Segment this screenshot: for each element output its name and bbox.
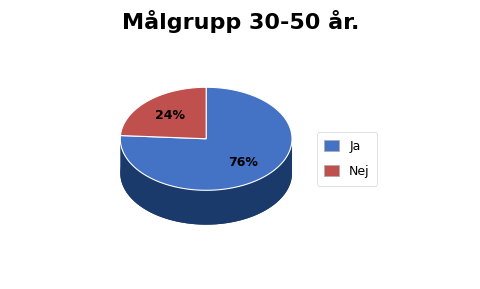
Polygon shape: [120, 87, 291, 190]
Text: 76%: 76%: [227, 155, 257, 168]
Polygon shape: [120, 87, 206, 139]
Polygon shape: [120, 122, 291, 225]
Legend: Ja, Nej: Ja, Nej: [316, 132, 377, 186]
Polygon shape: [120, 139, 291, 225]
Text: 24%: 24%: [155, 109, 184, 122]
Text: Målgrupp 30-50 år.: Målgrupp 30-50 år.: [121, 10, 359, 33]
